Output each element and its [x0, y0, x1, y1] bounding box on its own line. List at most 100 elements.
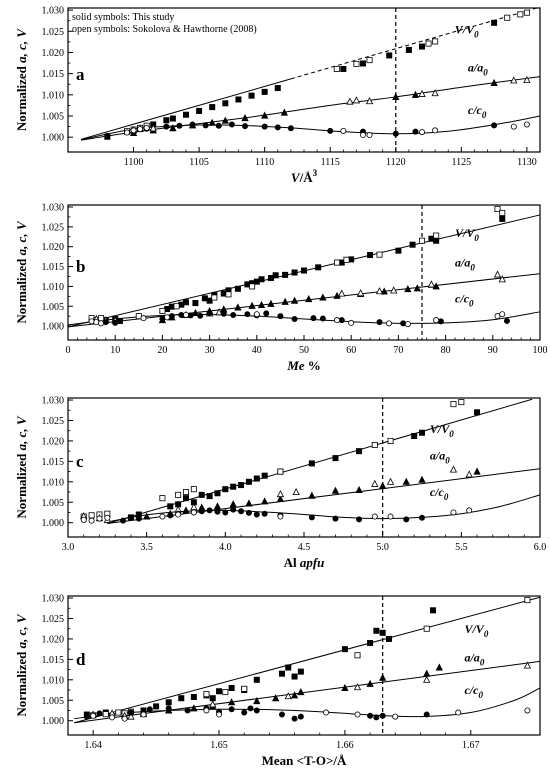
y-tick-label: 1.030 [42, 396, 65, 407]
data-point-circle [190, 509, 197, 516]
curve-label: a/a0 [430, 448, 450, 465]
series-open-circle [88, 311, 506, 328]
curve-label: V/V0 [464, 622, 488, 639]
data-point-circle [163, 123, 170, 130]
data-point-circle [387, 513, 394, 520]
y-axis-title-vars: a, c, V [14, 28, 29, 63]
data-point-circle [216, 711, 223, 718]
data-point-square [190, 486, 197, 493]
data-point-circle [332, 515, 339, 522]
data-point-triangle [418, 475, 426, 483]
data-point-square [115, 709, 122, 716]
data-point-triangle [290, 691, 299, 699]
data-point-triangle [523, 661, 532, 669]
curve-label-subscript: 0 [470, 263, 475, 273]
data-point-circle [247, 705, 254, 712]
data-point-square [334, 259, 341, 266]
data-point-triangle [356, 289, 365, 297]
data-point-triangle [523, 75, 531, 83]
data-point-circle [197, 312, 204, 319]
fit-line-dashed [290, 6, 541, 80]
data-point-triangle [386, 477, 395, 485]
data-point-square [222, 689, 229, 696]
x-tick-label: 3.0 [62, 542, 75, 553]
data-point-triangle [221, 116, 229, 124]
series-open-circle [80, 507, 473, 524]
data-point-circle [137, 126, 144, 133]
data-point-square [385, 635, 392, 642]
y-tick-label: 1.000 [42, 518, 65, 529]
data-point-triangle [261, 497, 269, 505]
data-point-square [178, 695, 185, 702]
data-point-square [353, 60, 360, 67]
series-filled-square [127, 409, 481, 521]
data-point-circle [367, 712, 374, 719]
x-axis-title: Me % [286, 358, 321, 373]
data-point-triangle [352, 96, 361, 104]
data-point-circle [130, 127, 137, 134]
data-point-square [386, 52, 393, 59]
data-point-triangle [490, 78, 498, 86]
curve-label-subscript: 0 [474, 233, 479, 243]
x-tick-label: 10 [110, 345, 120, 356]
data-point-triangle [261, 111, 269, 119]
data-point-square [182, 299, 189, 306]
data-point-square [366, 57, 373, 64]
data-point-circle [308, 514, 315, 521]
data-point-triangle [365, 97, 374, 105]
y-tick-label: 1.000 [42, 322, 65, 333]
y-tick-label: 1.000 [42, 716, 65, 727]
data-point-square [196, 107, 203, 114]
data-point-circle [96, 515, 103, 522]
panel-a: 1100 1105 1110 1115 1120 1125 1130 1.000 1.005 1.… [14, 6, 541, 185]
data-point-circle [121, 715, 128, 722]
data-point-circle [450, 509, 457, 516]
curve-label-subscript: 0 [484, 629, 489, 639]
data-point-square [387, 437, 394, 444]
data-point-square [248, 92, 255, 99]
data-point-triangle [290, 296, 299, 304]
data-point-square [423, 625, 430, 632]
data-point-circle [167, 512, 174, 519]
data-point-square [367, 252, 374, 259]
fit-line-solid [80, 78, 292, 140]
data-point-triangle [248, 301, 256, 309]
data-point-square [300, 267, 307, 274]
data-point-circle [403, 516, 410, 523]
data-point-square [234, 285, 241, 292]
data-point-triangle [346, 97, 354, 105]
data-point-square [198, 491, 205, 498]
data-point-square [159, 495, 166, 502]
data-point-circle [376, 319, 383, 326]
data-point-triangle [427, 280, 436, 288]
data-point-circle [198, 508, 205, 515]
data-point-square [341, 646, 348, 653]
y-tick-label: 1.010 [42, 282, 65, 293]
curve-label-ratio: c/c [464, 683, 479, 697]
data-point-square [272, 272, 279, 279]
data-point-square [409, 241, 416, 248]
data-point-square [258, 276, 265, 283]
data-point-circle [373, 714, 380, 721]
data-point-circle [291, 315, 298, 322]
data-point-square [225, 291, 232, 298]
data-point-circle [319, 315, 326, 322]
data-point-circle [354, 711, 361, 718]
y-axis-title-vars: a, c, V [14, 220, 29, 255]
y-tick-label: 1.020 [42, 436, 65, 447]
data-point-square [340, 65, 347, 72]
curve-label-ratio: a/a [468, 61, 483, 75]
data-point-triangle [143, 512, 151, 520]
data-point-triangle [418, 89, 426, 97]
data-point-square [433, 237, 440, 244]
data-point-square [249, 283, 256, 290]
y-axis-title: Normalized a, c, V [14, 28, 29, 132]
y-tick-label: 1.005 [42, 696, 65, 707]
y-axis-title-vars: a, c, V [14, 415, 29, 450]
data-point-square [165, 699, 172, 706]
series-open-square [80, 399, 465, 520]
data-point-circle [523, 121, 530, 128]
curve-label-subscript: 0 [444, 492, 449, 502]
data-point-circle [214, 508, 221, 515]
data-point-square [192, 300, 199, 307]
